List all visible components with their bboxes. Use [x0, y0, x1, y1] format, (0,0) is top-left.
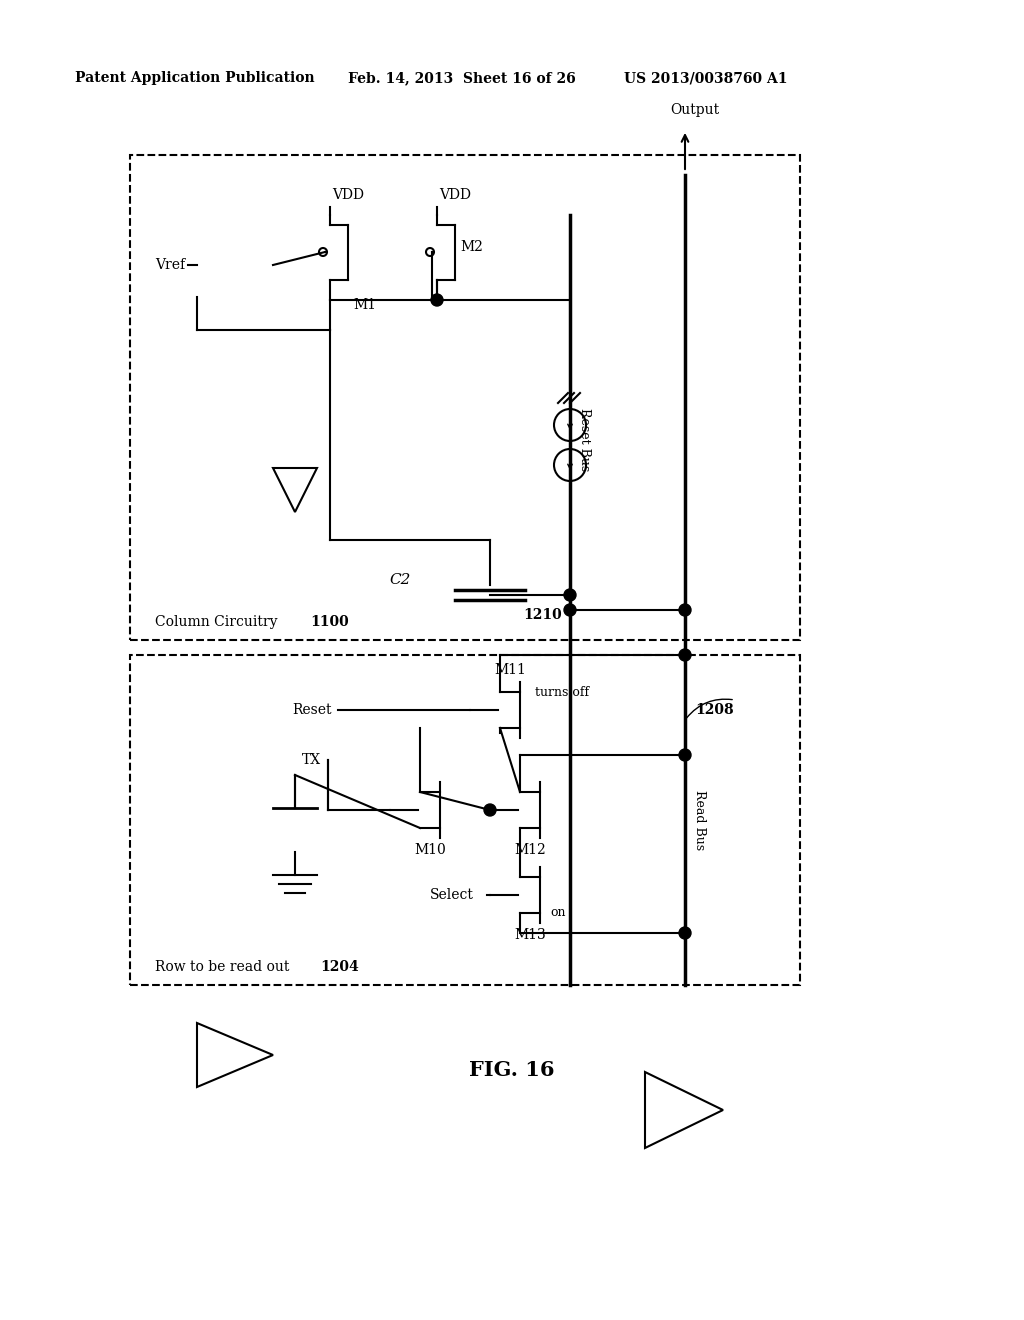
Text: 1208: 1208	[695, 704, 733, 717]
Text: Reset: Reset	[292, 704, 332, 717]
Circle shape	[564, 589, 575, 601]
Text: Feb. 14, 2013  Sheet 16 of 26: Feb. 14, 2013 Sheet 16 of 26	[348, 71, 575, 84]
Text: Vref: Vref	[155, 257, 185, 272]
Circle shape	[679, 748, 691, 762]
Text: M10: M10	[414, 843, 445, 857]
Text: M1: M1	[353, 298, 376, 312]
Text: Reset Bus: Reset Bus	[578, 408, 591, 471]
Text: on: on	[550, 907, 565, 920]
Text: 1100: 1100	[310, 615, 349, 630]
Text: C2: C2	[389, 573, 411, 587]
Text: M12: M12	[514, 843, 546, 857]
Text: 1204: 1204	[319, 960, 358, 974]
Text: FIG. 16: FIG. 16	[469, 1060, 555, 1080]
Text: Output: Output	[670, 103, 719, 117]
Text: TX: TX	[302, 752, 322, 767]
Text: Select: Select	[430, 888, 474, 902]
Bar	[130, 154, 800, 640]
Text: VDD: VDD	[332, 187, 364, 202]
Text: turns off: turns off	[535, 685, 589, 698]
Text: 1210: 1210	[523, 609, 562, 622]
Circle shape	[431, 294, 443, 306]
Text: M13: M13	[514, 928, 546, 942]
Text: US 2013/0038760 A1: US 2013/0038760 A1	[624, 71, 787, 84]
Circle shape	[564, 605, 575, 616]
Circle shape	[484, 804, 496, 816]
Circle shape	[426, 248, 434, 256]
Text: M11: M11	[494, 663, 526, 677]
Circle shape	[679, 649, 691, 661]
Circle shape	[679, 605, 691, 616]
Circle shape	[554, 449, 586, 480]
Text: M2: M2	[460, 240, 483, 253]
Text: Read Bus: Read Bus	[693, 789, 706, 850]
Circle shape	[319, 248, 327, 256]
Text: VDD: VDD	[439, 187, 471, 202]
Bar	[130, 655, 800, 985]
Circle shape	[679, 927, 691, 939]
Text: Column Circuitry: Column Circuitry	[155, 615, 282, 630]
Text: Row to be read out: Row to be read out	[155, 960, 294, 974]
Text: Patent Application Publication: Patent Application Publication	[75, 71, 314, 84]
Circle shape	[554, 409, 586, 441]
